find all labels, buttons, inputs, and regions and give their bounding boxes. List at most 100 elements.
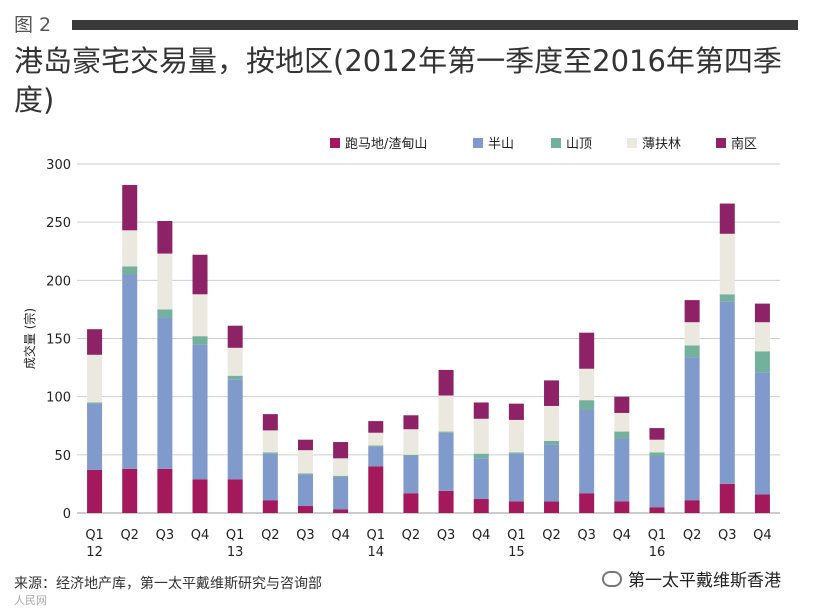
x-tick-sublabel: 13 — [227, 545, 244, 560]
bar-segment — [87, 402, 103, 404]
bar-segment — [614, 396, 630, 413]
legend-label: 半山 — [488, 137, 514, 152]
bar-segment — [262, 453, 278, 501]
bar-segment — [87, 403, 103, 470]
brand-mark: 第一太平戴维斯香港 — [602, 566, 781, 591]
bar-segment — [754, 351, 770, 373]
bar-segment — [473, 402, 489, 419]
bar-segment — [262, 414, 278, 431]
bar-segment — [157, 253, 173, 310]
legend-label: 薄扶林 — [642, 137, 681, 152]
bar-segment — [438, 369, 454, 396]
bar-segment — [438, 490, 454, 513]
bar-segment — [333, 458, 349, 476]
bar-segment — [719, 203, 735, 234]
bar-segment — [403, 454, 419, 456]
bar-segment — [368, 446, 384, 467]
bar-segment — [122, 230, 138, 267]
bar-segment — [87, 354, 103, 403]
bar-segment — [157, 221, 173, 254]
bar-segment — [297, 473, 313, 475]
bar-segment — [544, 405, 560, 441]
bar-segment — [579, 409, 595, 494]
y-tick-label: 300 — [46, 158, 71, 173]
y-axis-label: 成交量 (宗) — [22, 308, 37, 369]
bar-segment — [192, 254, 208, 295]
x-tick-label: Q4 — [753, 528, 772, 543]
bar-segment — [508, 403, 524, 420]
bar-segment — [192, 336, 208, 345]
bar-segment — [297, 439, 313, 451]
bar-segment — [754, 494, 770, 513]
bar-segment — [333, 475, 349, 477]
x-tick-label: Q1 — [648, 528, 667, 543]
bar-segment — [719, 483, 735, 513]
bar-segment — [122, 266, 138, 275]
bar-segment — [227, 375, 243, 380]
y-tick-label: 50 — [54, 449, 71, 464]
bar-segment — [508, 419, 524, 453]
bar-segment — [87, 469, 103, 513]
x-tick-label: Q3 — [296, 528, 315, 543]
bar-segment — [719, 233, 735, 295]
bar-segment — [614, 412, 630, 432]
bar-segment — [227, 347, 243, 376]
x-tick-label: Q4 — [472, 528, 491, 543]
x-tick-label: Q4 — [613, 528, 632, 543]
x-tick-label: Q1 — [367, 528, 386, 543]
bar-segment — [719, 301, 735, 484]
x-tick-label: Q2 — [120, 528, 139, 543]
bar-segment — [544, 380, 560, 406]
bar-segment — [579, 332, 595, 369]
bar-segment — [684, 500, 700, 513]
header-rule — [72, 20, 798, 30]
bar-segment — [262, 430, 278, 453]
x-tick-label: Q1 — [226, 528, 245, 543]
x-tick-label: Q3 — [577, 528, 596, 543]
bar-segment — [87, 329, 103, 355]
bar-segment — [227, 379, 243, 480]
bar-segment — [438, 431, 454, 433]
bar-segment — [297, 474, 313, 507]
bar-segment — [297, 506, 313, 513]
bar-segment — [508, 453, 524, 502]
legend-swatch — [330, 138, 340, 148]
bar-segment — [614, 438, 630, 502]
bar-segment — [192, 344, 208, 480]
x-tick-sublabel: 15 — [508, 545, 525, 560]
x-tick-sublabel: 12 — [86, 545, 103, 560]
bar-segment — [262, 500, 278, 513]
legend-swatch — [473, 138, 483, 148]
bar-segment — [684, 322, 700, 346]
bar-segment — [684, 345, 700, 358]
bar-segment — [403, 493, 419, 513]
x-tick-sublabel: 16 — [649, 545, 666, 560]
legend-swatch — [551, 138, 561, 148]
x-tick-label: Q4 — [191, 528, 210, 543]
bar-segment — [297, 450, 313, 474]
bar-segment — [649, 428, 665, 440]
bar-segment — [754, 303, 770, 323]
bar-segment — [544, 440, 560, 445]
x-tick-label: Q3 — [718, 528, 737, 543]
source-note: 来源：经济地产库，第一太平戴维斯研究与咨询部 — [14, 576, 322, 592]
x-tick-label: Q1 — [85, 528, 104, 543]
bar-segment — [333, 476, 349, 510]
bar-segment — [579, 400, 595, 410]
wechat-icon — [602, 570, 622, 587]
bar-segment — [754, 322, 770, 352]
bar-segment — [649, 507, 665, 513]
bar-segment — [333, 509, 349, 513]
bar-segment — [684, 300, 700, 323]
bar-segment — [122, 274, 138, 469]
y-tick-label: 250 — [46, 216, 71, 231]
bar-segment — [473, 499, 489, 513]
bar-segment — [649, 455, 665, 508]
bar-segment — [649, 439, 665, 453]
bar-segment — [227, 479, 243, 513]
figure-label: 图 2 — [14, 14, 52, 36]
y-tick-label: 200 — [46, 274, 71, 289]
bar-segment — [684, 357, 700, 501]
x-tick-label: Q2 — [542, 528, 561, 543]
